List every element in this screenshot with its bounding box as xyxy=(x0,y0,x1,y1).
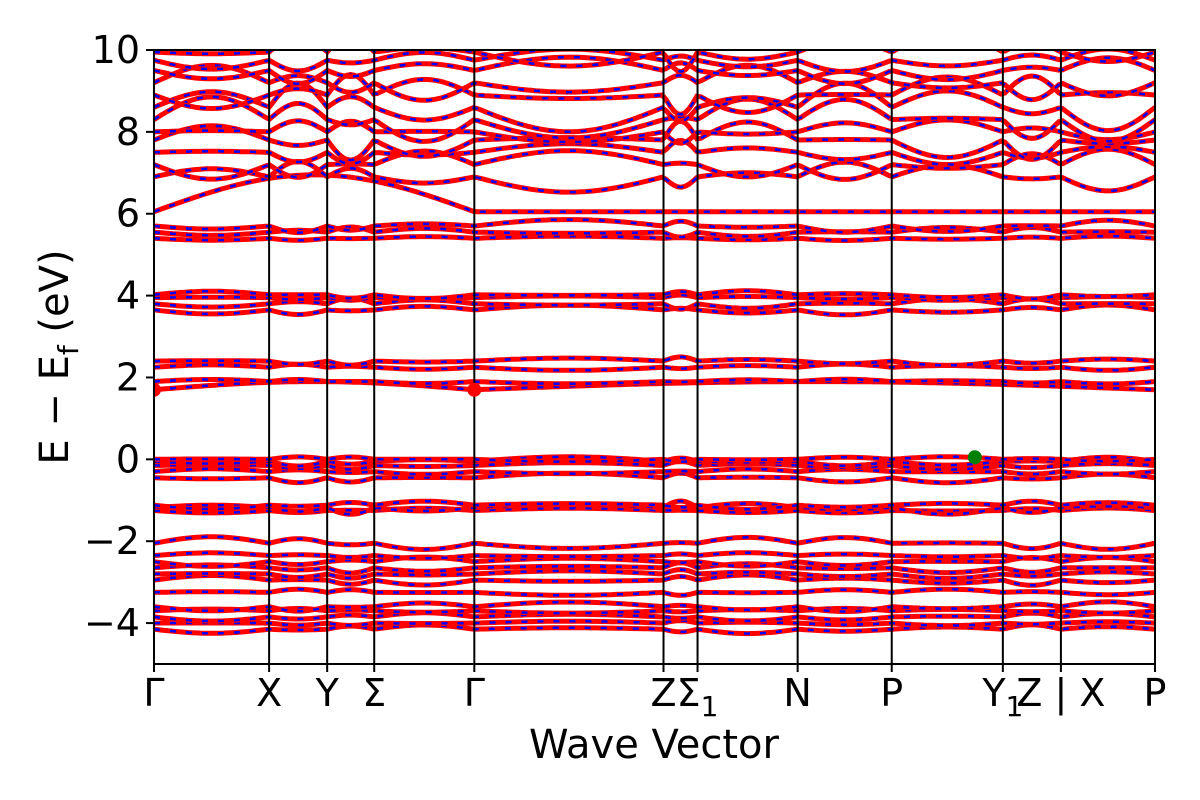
band-dash-valence-low xyxy=(154,607,1155,615)
x-axis-title: Wave Vector xyxy=(529,722,780,768)
band-dash-conduction-4 xyxy=(154,147,1155,181)
y-tick-label: 4 xyxy=(116,274,140,318)
x-axis-ticks: Γ X Y Σ Γ Z Σ1 N P Y1Z | X P xyxy=(143,664,1166,723)
band-dash-conduction-4 xyxy=(154,55,1155,85)
x-tick-label: P xyxy=(1144,671,1167,715)
x-tick-label: Γ xyxy=(464,671,485,715)
band-line-valence-top xyxy=(154,470,1155,486)
x-tick-label: Γ xyxy=(143,671,164,715)
high-symmetry-lines xyxy=(153,50,1156,664)
x-tick-label: Z | X xyxy=(1016,671,1105,716)
band-dash-valence-low xyxy=(154,619,1155,627)
y-axis-title: E − Ef (eV) xyxy=(32,249,85,464)
band-line-conduction-4 xyxy=(154,50,1155,75)
band-line-conduction-2 xyxy=(154,295,1155,312)
band-line-conduction-4 xyxy=(154,137,1155,167)
band-line-conduction-4 xyxy=(154,172,1155,215)
band-dash-valence-mid xyxy=(154,568,1155,580)
band-dash-conduction-4 xyxy=(154,160,1155,194)
y-tick-label: −4 xyxy=(84,601,140,645)
y-tick-label: −2 xyxy=(84,519,140,563)
band-dash-valence-top xyxy=(154,467,1155,476)
x-tick-label: P xyxy=(880,671,903,715)
y-tick-label: 8 xyxy=(116,110,140,154)
plot-frame xyxy=(153,49,1156,665)
band-dash-valence-top xyxy=(154,455,1155,464)
x-tick-label: Σ1 xyxy=(677,671,719,723)
band-dash-conduction-1 xyxy=(154,355,1155,367)
band-dash-valence-low xyxy=(154,611,1155,623)
band-line-conduction-4 xyxy=(154,94,1155,144)
x-tick-label: X xyxy=(256,671,282,715)
band-dash-conduction-2 xyxy=(154,289,1155,301)
y-tick-label: 6 xyxy=(116,192,140,236)
x-tick-label: N xyxy=(783,671,811,715)
band-line-conduction-3 xyxy=(154,217,1155,236)
y-axis-title-sub: f xyxy=(52,344,85,355)
band-dash-valence-mid xyxy=(154,555,1155,568)
y-tick-label: 2 xyxy=(116,355,140,399)
band-dash-conduction-4 xyxy=(154,73,1155,116)
band-line-valence-mid xyxy=(154,534,1155,553)
cbm-marker xyxy=(467,382,482,397)
band-dash-conduction-4 xyxy=(154,64,1155,102)
band-dash-conduction-4 xyxy=(154,50,1155,73)
band-dash-conduction-2 xyxy=(154,303,1155,317)
band-dash-valence-top xyxy=(154,455,1155,468)
band-dash-valence-mid xyxy=(154,587,1155,597)
band-dash-conduction-1 xyxy=(154,378,1155,386)
band-line-conduction-4 xyxy=(154,117,1155,146)
x-tick-label: Z xyxy=(650,671,676,715)
band-dash-conduction-3 xyxy=(154,234,1155,242)
vbm-marker xyxy=(967,450,982,465)
band-dash-valence-d xyxy=(154,499,1155,511)
extrema-markers xyxy=(154,382,982,465)
band-line-conduction-4 xyxy=(154,80,1155,135)
x-tick-label: Y xyxy=(315,671,340,715)
band-dash-valence-mid xyxy=(154,573,1155,587)
y-axis-ticks: −4 −2 0 2 4 6 8 10 xyxy=(84,28,154,645)
y-tick-label: 10 xyxy=(92,28,140,72)
y-axis-title-main: E − E xyxy=(32,355,78,465)
band-dash-valence-top xyxy=(154,460,1155,471)
cbm-marker xyxy=(154,382,161,397)
x-tick-label: Y1 xyxy=(981,671,1023,723)
band-dash-valence-low xyxy=(154,600,1155,613)
band-lines xyxy=(154,50,1155,637)
x-tick-label: Σ xyxy=(362,671,386,715)
band-line-conduction-4 xyxy=(154,118,1155,163)
band-dash-valence-low xyxy=(154,623,1155,635)
y-tick-label: 0 xyxy=(116,437,140,481)
band-dash-valence-mid xyxy=(154,551,1155,560)
y-axis-title-unit: (eV) xyxy=(32,249,78,345)
band-dash-conduction-1 xyxy=(154,362,1155,372)
band-line-valence-mid xyxy=(154,560,1155,576)
